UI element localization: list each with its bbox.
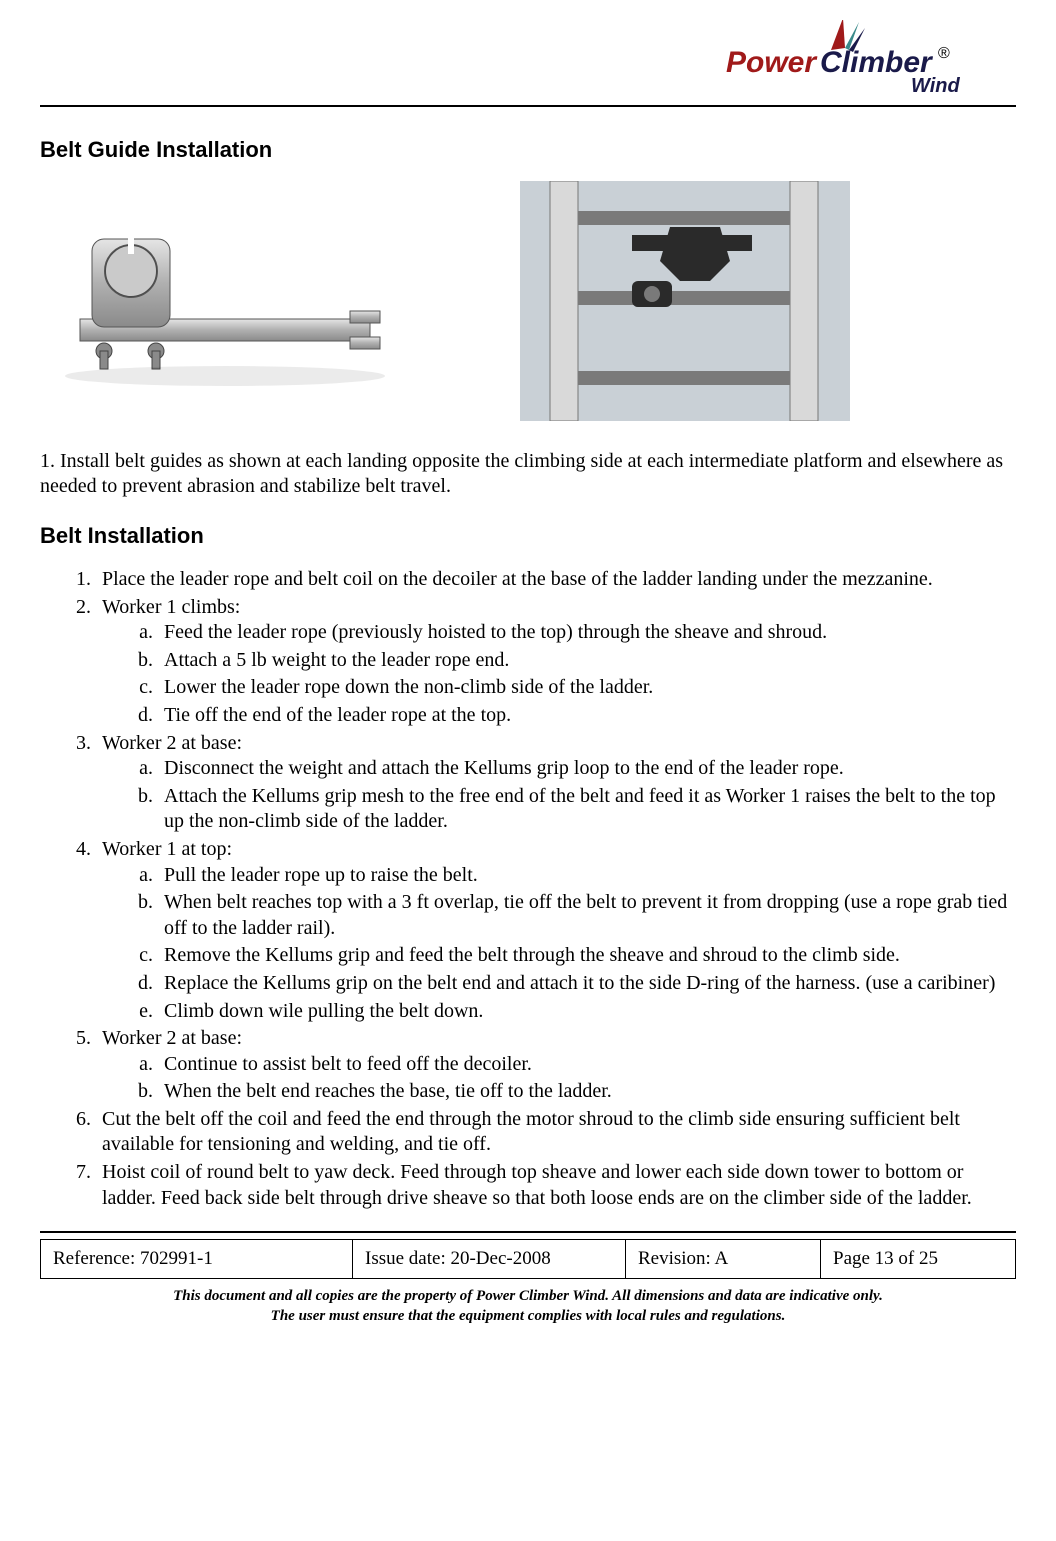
footer-rule <box>40 1231 1016 1233</box>
list-item: Worker 1 at top: Pull the leader rope up… <box>96 837 1016 1024</box>
logo-wind: Wind <box>911 75 960 95</box>
list-subitem: When the belt end reaches the base, tie … <box>158 1079 1016 1105</box>
figure-belt-guide-installed <box>520 181 850 421</box>
list-item: Hoist coil of round belt to yaw deck. Fe… <box>96 1160 1016 1211</box>
footer-revision: Revision: A <box>626 1240 821 1279</box>
list-subitem: Feed the leader rope (previously hoisted… <box>158 620 1016 646</box>
list-subitem: Climb down wile pulling the belt down. <box>158 999 1016 1025</box>
list-subitem: Pull the leader rope up to raise the bel… <box>158 863 1016 889</box>
figure-belt-guide-part <box>40 201 400 401</box>
power-climber-wind-logo: Power Climber ® Wind <box>716 20 1016 95</box>
list-subitem: Disconnect the weight and attach the Kel… <box>158 756 1016 782</box>
list-item: Place the leader rope and belt coil on t… <box>96 567 1016 593</box>
disclaimer-line: The user must ensure that the equipment … <box>271 1308 786 1324</box>
list-subitem: Tie off the end of the leader rope at th… <box>158 703 1016 729</box>
list-subitem: Attach a 5 lb weight to the leader rope … <box>158 648 1016 674</box>
footer-table: Reference: 702991-1 Issue date: 20-Dec-2… <box>40 1239 1016 1279</box>
list-subitem: Remove the Kellums grip and feed the bel… <box>158 943 1016 969</box>
list-item: Cut the belt off the coil and feed the e… <box>96 1107 1016 1158</box>
section-title-belt-installation: Belt Installation <box>40 523 1016 549</box>
header: Power Climber ® Wind <box>40 0 1016 105</box>
footer-issue-date: Issue date: 20-Dec-2008 <box>353 1240 626 1279</box>
list-subitem: Lower the leader rope down the non-climb… <box>158 675 1016 701</box>
belt-install-list: Place the leader rope and belt coil on t… <box>96 567 1016 1211</box>
section-title-belt-guide: Belt Guide Installation <box>40 137 1016 163</box>
footer-reference: Reference: 702991-1 <box>41 1240 353 1279</box>
figure-row <box>40 181 1016 421</box>
list-item-text: Worker 2 at base: <box>102 1027 242 1049</box>
svg-text:®: ® <box>938 45 950 62</box>
list-item: Worker 2 at base: Continue to assist bel… <box>96 1026 1016 1105</box>
disclaimer-line: This document and all copies are the pro… <box>173 1288 883 1304</box>
list-subitem: Continue to assist belt to feed off the … <box>158 1052 1016 1078</box>
list-item-text: Worker 1 at top: <box>102 838 232 860</box>
list-subitem: Replace the Kellums grip on the belt end… <box>158 971 1016 997</box>
list-subitem: Attach the Kellums grip mesh to the free… <box>158 784 1016 835</box>
list-subitem: When belt reaches top with a 3 ft overla… <box>158 890 1016 941</box>
list-item: Worker 1 climbs: Feed the leader rope (p… <box>96 595 1016 729</box>
list-item: Worker 2 at base: Disconnect the weight … <box>96 731 1016 835</box>
footer-disclaimer: This document and all copies are the pro… <box>40 1287 1016 1326</box>
list-item-text: Worker 1 climbs: <box>102 596 240 618</box>
list-item-text: Worker 2 at base: <box>102 732 242 754</box>
logo-power: Power <box>726 46 818 79</box>
belt-guide-paragraph: 1. Install belt guides as shown at each … <box>40 449 1016 499</box>
footer-page: Page 13 of 25 <box>821 1240 1016 1279</box>
header-rule <box>40 105 1016 107</box>
